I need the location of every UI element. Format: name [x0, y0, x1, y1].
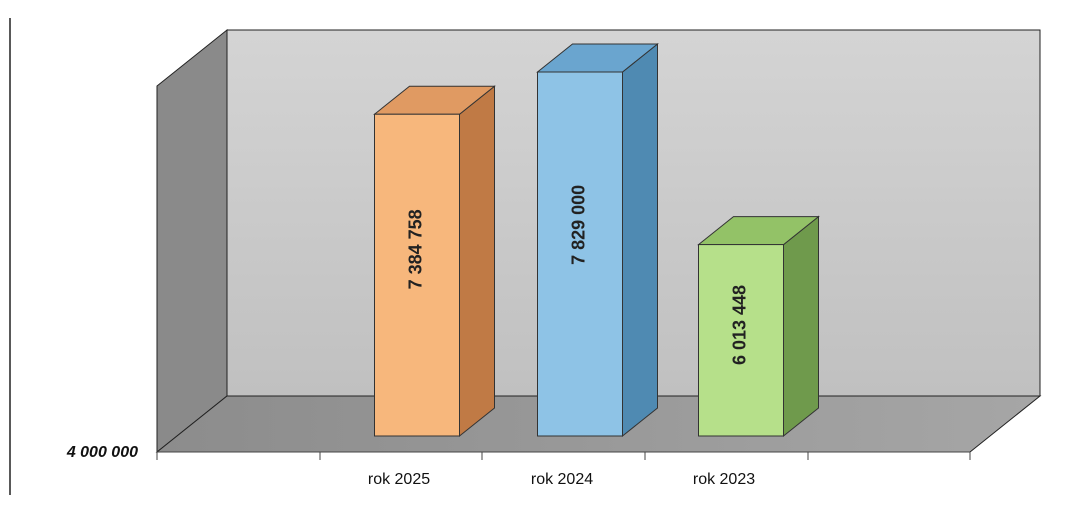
bars-group: 7 384 758 7 829 000 6 013 448 — [373, 42, 820, 438]
bar-value-label: 6 013 448 — [730, 285, 750, 365]
bar-side — [459, 85, 495, 438]
side-wall — [156, 28, 228, 454]
bar — [374, 113, 460, 437]
bar-side — [622, 42, 658, 438]
bar-value-label: 7 384 758 — [406, 209, 426, 289]
x-tick-label: rok 2024 — [531, 471, 593, 488]
bar — [698, 244, 784, 437]
bar-side — [783, 215, 819, 438]
y-axis-min-label: 4 000 000 — [66, 444, 138, 461]
x-tick-label: rok 2023 — [693, 471, 755, 488]
bar — [537, 71, 623, 437]
bar-value-label: 7 829 000 — [569, 185, 589, 265]
x-tick-label: rok 2025 — [368, 471, 430, 488]
